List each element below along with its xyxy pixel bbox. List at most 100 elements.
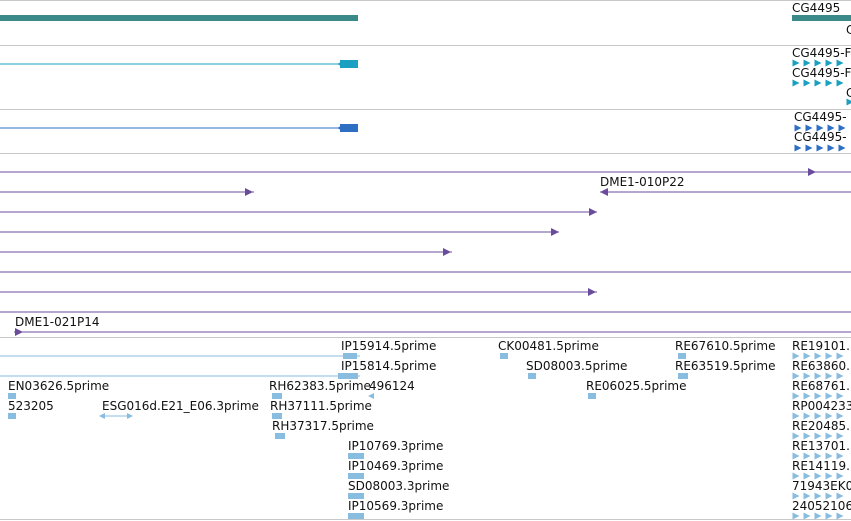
transcript-strand-icon [792,59,800,67]
est-label[interactable]: RE63860. [792,359,850,373]
est-label[interactable]: 71943EK0 [792,479,851,493]
est-label[interactable]: IP10569.3prime [348,499,443,513]
est-strand-icon [814,392,822,400]
cds-strand-icon [827,124,835,132]
est-strand-icon [792,492,800,500]
est-block[interactable] [528,373,536,379]
est-strand-icon [127,413,133,419]
transcript-strand-icon [825,79,833,87]
est-block[interactable] [348,493,364,499]
est-label[interactable]: ESG016d.E21_E06.3prime [102,399,259,413]
est-strand-icon [836,512,844,520]
cds-strand-icon [805,144,813,152]
transcript-exon[interactable] [340,60,358,68]
est-strand-icon [814,372,822,380]
est-block[interactable] [275,433,285,439]
est-block[interactable] [8,413,16,419]
clone-label[interactable]: DME1-010P22 [600,175,685,189]
est-label[interactable]: RE14119. [792,459,850,473]
gene-label[interactable]: C [846,23,851,37]
est-label[interactable]: RE13701. [792,439,850,453]
est-label[interactable]: IP10769.3prime [348,439,443,453]
est-strand-icon [803,392,811,400]
est-strand-icon [792,452,800,460]
est-label[interactable]: CK00481.5prime [498,339,599,353]
cds-strand-icon [337,125,343,131]
est-strand-icon [825,372,833,380]
est-strand-icon [836,392,844,400]
est-block[interactable] [8,393,16,399]
est-label[interactable]: EN03626.5prime [8,379,109,393]
feature-labels: CG4495 C CG4495-F CG4495-F C CG4495- CG4495- DM… [8,1,851,513]
est-block[interactable] [348,453,364,459]
est-label[interactable]: RH62383.5prime [269,379,371,393]
est-strand-icon [825,452,833,460]
transcript-label[interactable]: CG4495-F [792,66,851,80]
clone-end-icon [551,228,559,236]
transcript-strand-icon [803,59,811,67]
est-strand-icon [803,452,811,460]
est-strand-icon [825,392,833,400]
cds-label[interactable]: CG4495- [794,130,847,144]
est-label[interactable]: IP15914.5prime [341,339,436,353]
est-strand-icon [803,512,811,520]
cds-strand-icon [816,124,824,132]
cds-label[interactable]: CG4495- [794,110,847,124]
est-label[interactable]: RP004233 [792,399,851,413]
est-block[interactable] [588,393,596,399]
est-block[interactable] [678,373,688,379]
est-label[interactable]: RH37317.5prime [272,419,374,433]
est-strand-icon [814,432,822,440]
est-strand-icon [792,352,800,360]
est-block[interactable] [338,373,358,379]
transcript-strand-icon [825,59,833,67]
est-label[interactable]: 24052106 [792,499,851,513]
est-strand-icon [836,412,844,420]
cds-strand-icon [827,144,835,152]
est-label[interactable]: RE19101. [792,339,850,353]
est-label[interactable]: 496124 [369,379,415,393]
transcript-strand-icon [846,98,851,106]
est-label[interactable]: RE63519.5prime [675,359,776,373]
est-strand-icon [803,472,811,480]
est-label[interactable]: RE20485. [792,419,850,433]
est-block[interactable] [348,513,364,519]
clone-label[interactable]: DME1-021P14 [15,315,100,329]
est-block[interactable] [678,353,686,359]
transcript-label[interactable]: CG4495-F [792,46,851,60]
gene-bar[interactable] [0,15,358,21]
est-label[interactable]: SD08003.3prime [348,479,449,493]
est-label[interactable]: RE06025.5prime [586,379,687,393]
cds-strand-icon [794,124,802,132]
clone-end-icon [245,188,253,196]
est-label[interactable]: IP15814.5prime [341,359,436,373]
transcript-label[interactable]: C [846,86,851,100]
est-block[interactable] [500,353,508,359]
cds-exon[interactable] [340,124,358,132]
est-label[interactable]: IP10469.3prime [348,459,443,473]
transcript-strand-icon [814,79,822,87]
cds-strand-icon [805,124,813,132]
est-label[interactable]: RE68761. [792,379,850,393]
est-block[interactable] [272,393,282,399]
clone-end-icon [600,188,608,196]
est-strand-icon [792,412,800,420]
est-strand-icon [803,372,811,380]
est-strand-icon [368,393,374,399]
cds-strand-icon [794,144,802,152]
gene-bar[interactable] [792,15,851,21]
est-block[interactable] [272,413,282,419]
est-label[interactable]: RH37111.5prime [270,399,372,413]
est-label[interactable]: 523205 [8,399,54,413]
clone-end-icon [808,168,816,176]
est-block[interactable] [348,473,364,479]
est-strand-icon [814,472,822,480]
gene-label[interactable]: CG4495 [792,1,840,15]
est-strand-icon [836,352,844,360]
est-block[interactable] [343,353,357,359]
est-strand-icon [792,472,800,480]
est-label[interactable]: SD08003.5prime [526,359,627,373]
est-label[interactable]: RE67610.5prime [675,339,776,353]
clone-end-icon [588,288,596,296]
